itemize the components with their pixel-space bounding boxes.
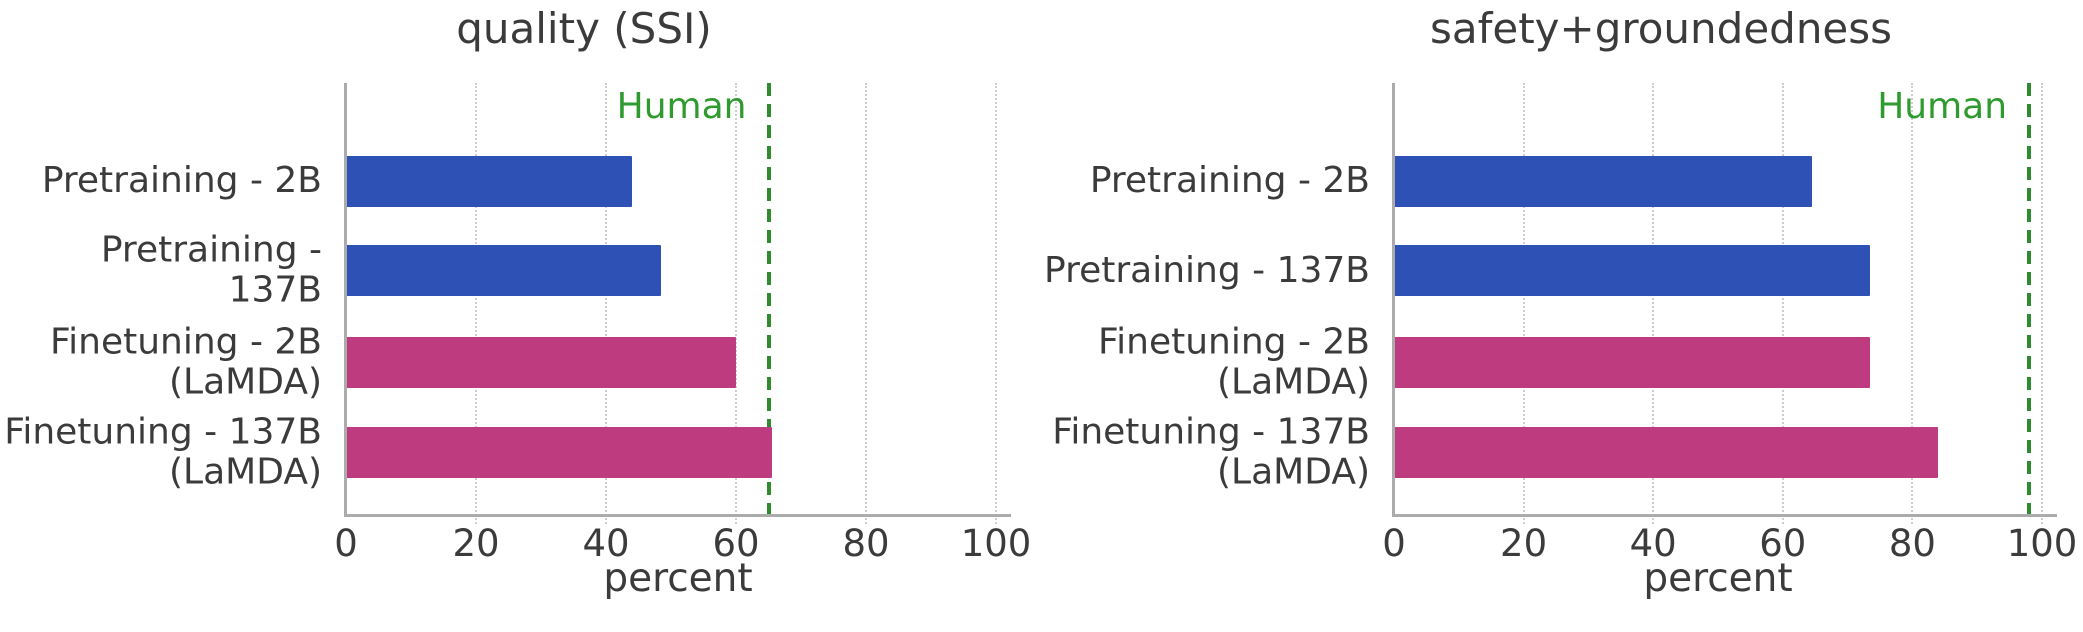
chart-title: quality (SSI): [456, 4, 712, 53]
x-tick-label-0: 0: [1382, 522, 1406, 565]
category-label: Finetuning - 137B (LaMDA): [4, 411, 322, 493]
x-tick-label-60: 60: [1759, 522, 1807, 565]
gridline-60: [735, 83, 737, 524]
y-axis-spine: [1392, 83, 1395, 517]
gridline-40: [605, 83, 607, 524]
human-reference-line: [766, 83, 771, 524]
human-reference-label: Human: [1877, 86, 2008, 127]
category-label: Finetuning - 2B (LaMDA): [1098, 321, 1370, 403]
category-label: Pretraining - 2B: [1089, 159, 1370, 201]
bar-pretraining-137b: [346, 245, 662, 296]
chart-title: safety+groundedness: [1429, 4, 1893, 53]
category-label: Pretraining - 137B: [100, 229, 322, 311]
gridline-80: [1911, 83, 1914, 524]
category-label: Finetuning - 137B (LaMDA): [1052, 411, 1370, 493]
bar-pretraining-2b: [1394, 155, 1812, 207]
gridline-20: [1522, 83, 1525, 524]
human-reference-label: Human: [616, 86, 747, 127]
chart-panel-safety: safety+groundedness Human Pretraining - 2B…: [1041, 0, 2082, 632]
human-reference-line: [2027, 83, 2032, 524]
x-tick-label-20: 20: [1500, 522, 1548, 565]
x-tick-label-100: 100: [960, 522, 1032, 565]
gridline-80: [865, 83, 867, 524]
x-tick-label-80: 80: [842, 522, 890, 565]
bar-finetuning-2b: [1394, 337, 1871, 388]
x-tick-label-40: 40: [1629, 522, 1677, 565]
x-axis-label: percent: [603, 556, 753, 601]
x-axis-spine: [344, 514, 1011, 517]
gridline-100: [2041, 83, 2043, 524]
gridline-100: [995, 83, 997, 524]
x-axis-spine: [1392, 514, 2057, 517]
category-label: Pretraining - 2B: [41, 159, 322, 201]
x-tick-label-100: 100: [2006, 522, 2078, 565]
gridline-60: [1781, 83, 1784, 524]
bar-finetuning-137b: [346, 427, 772, 478]
gridline-20: [475, 83, 477, 524]
bar-pretraining-2b: [346, 155, 632, 207]
x-tick-label-60: 60: [712, 522, 760, 565]
category-label: Finetuning - 2B (LaMDA): [50, 321, 322, 403]
x-tick-label-20: 20: [452, 522, 500, 565]
bar-finetuning-2b: [346, 337, 736, 388]
x-tick-label-0: 0: [334, 522, 358, 565]
y-axis-spine: [344, 83, 347, 517]
x-tick-label-40: 40: [582, 522, 630, 565]
category-label: Pretraining - 137B: [1044, 249, 1370, 291]
bar-finetuning-137b: [1394, 427, 1939, 478]
bar-pretraining-137b: [1394, 245, 1871, 296]
x-tick-label-80: 80: [1888, 522, 1936, 565]
x-axis-label: percent: [1643, 556, 1793, 601]
gridline-40: [1652, 83, 1655, 524]
chart-panel-quality: quality (SSI) Human Pretraining - 2B Pretra…: [0, 0, 1041, 632]
